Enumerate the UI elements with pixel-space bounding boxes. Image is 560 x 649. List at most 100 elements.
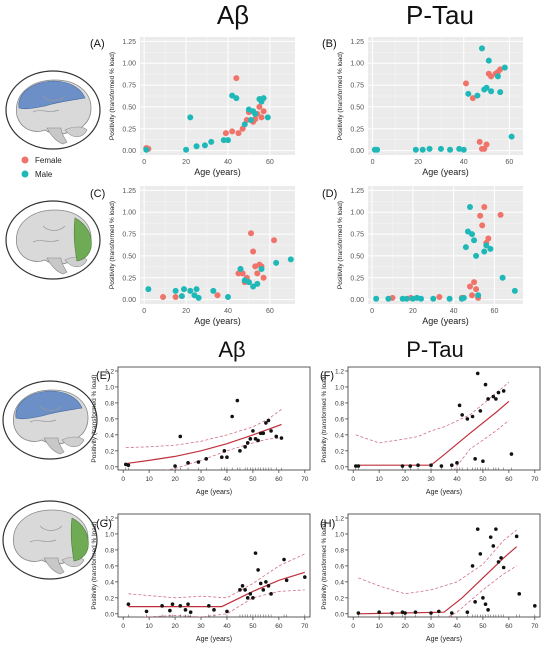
point xyxy=(473,600,477,604)
point xyxy=(429,463,433,468)
panel-c: (C) 0.00 0.25 0.50 0.75 1.00 1.25 0 20 40 60 Age (y… xyxy=(90,186,295,326)
point xyxy=(251,596,255,600)
y-tick-label: 1.2 xyxy=(105,368,114,375)
point xyxy=(126,602,131,607)
point xyxy=(274,434,279,439)
panel-label-a: (A) xyxy=(90,38,105,50)
point xyxy=(457,403,462,408)
title-abeta-top: Aβ xyxy=(217,0,249,30)
point-female xyxy=(258,114,265,121)
point xyxy=(439,464,444,468)
point-male xyxy=(208,138,215,145)
point xyxy=(168,608,172,613)
point-male xyxy=(233,95,240,102)
point xyxy=(470,414,475,419)
point-male xyxy=(178,293,185,300)
point xyxy=(465,417,470,421)
panel-label-f: (F) xyxy=(320,370,334,382)
point-male xyxy=(460,146,467,153)
point-female xyxy=(254,270,261,277)
point xyxy=(356,611,361,615)
y-tick-label: 0.0 xyxy=(335,611,344,618)
point-male xyxy=(462,244,469,251)
x-axis-title: Age (years) xyxy=(422,316,469,326)
point-male xyxy=(488,88,495,95)
point-male xyxy=(508,133,515,140)
point xyxy=(481,596,485,600)
point xyxy=(212,608,216,612)
point-male xyxy=(220,137,227,144)
y-tick-label: 1.25 xyxy=(122,188,136,195)
brain-parietal-region-icon xyxy=(2,380,98,460)
x-tick-label: 60 xyxy=(266,308,274,315)
x-tick-label: 20 xyxy=(409,308,417,315)
x-tick-label: 30 xyxy=(427,623,435,630)
point xyxy=(478,552,483,556)
y-tick-label: 0.00 xyxy=(122,148,136,155)
point-male xyxy=(193,286,200,293)
y-axis-title: Positivity (transformed % load) xyxy=(109,52,116,140)
x-tick-label: 0 xyxy=(370,308,374,315)
panel-label-e: (E) xyxy=(96,370,111,382)
point xyxy=(475,371,480,376)
point xyxy=(496,560,501,564)
x-axis-title: Age (years) xyxy=(194,167,241,177)
point xyxy=(225,609,229,614)
point-male xyxy=(403,295,410,302)
point-male xyxy=(224,137,231,144)
y-axis-title: Positivity (transformed % load) xyxy=(337,52,344,140)
point-male xyxy=(210,287,217,294)
point-male xyxy=(483,84,490,91)
y-tick-label: 1.0 xyxy=(105,384,114,391)
point xyxy=(455,461,459,465)
point-female xyxy=(469,292,476,299)
point-male xyxy=(473,252,480,259)
point xyxy=(160,604,164,608)
point-female xyxy=(235,130,242,137)
x-tick-label: 70 xyxy=(531,476,539,483)
panel-label-g: (G) xyxy=(96,518,112,530)
panel-a: (A) 0.00 0.25 0.50 0.75 1.00 1.25 0 20 40 60 Age (y… xyxy=(90,37,295,177)
point xyxy=(514,534,519,539)
point-female xyxy=(479,222,486,229)
point xyxy=(243,588,247,592)
point-male xyxy=(258,266,265,273)
point xyxy=(240,584,245,588)
panel-label-d: (D) xyxy=(322,188,337,200)
y-tick-label: 0.8 xyxy=(335,547,344,554)
x-tick-label: 0 xyxy=(351,623,355,630)
point xyxy=(256,568,260,572)
x-axis-title: Age (years) xyxy=(422,167,469,177)
panel-e: (E) 0.0 0.2 0.4 0.6 0.8 1.0 1.2 0 10 20 30 40 50 60 70 A… xyxy=(91,366,311,496)
ci-lower-line xyxy=(165,437,282,470)
y-tick-label: 0.25 xyxy=(350,126,364,133)
y-tick-label: 1.25 xyxy=(122,39,136,46)
point-female xyxy=(214,292,221,299)
y-tick-label: 1.00 xyxy=(122,210,136,217)
point xyxy=(256,438,260,443)
point-male xyxy=(483,242,490,249)
y-tick-label: 1.2 xyxy=(335,515,344,522)
point xyxy=(413,610,418,615)
point xyxy=(269,429,273,433)
point xyxy=(533,604,537,608)
fit-line xyxy=(128,571,305,608)
point-male xyxy=(446,295,453,302)
point xyxy=(496,390,501,395)
point-female xyxy=(481,203,488,210)
point-female xyxy=(160,294,167,301)
y-axis-title: Positivity (transformed % load) xyxy=(91,374,98,462)
y-tick-label: 0.00 xyxy=(122,297,136,304)
point xyxy=(494,397,498,401)
point xyxy=(238,449,242,453)
panel-b: (B) 0.00 0.25 0.50 0.75 1.00 1.25 0 20 40 60 Age (y… xyxy=(322,37,523,177)
y-tick-label: 0.25 xyxy=(122,126,136,133)
y-tick-label: 0.75 xyxy=(122,232,136,239)
point xyxy=(486,608,490,612)
y-tick-label: 0.75 xyxy=(122,83,136,90)
point-female xyxy=(229,128,236,135)
point xyxy=(501,565,506,570)
x-tick-label: 0 xyxy=(142,308,146,315)
x-tick-label: 20 xyxy=(171,623,179,630)
panel-label-h: (H) xyxy=(320,518,335,530)
